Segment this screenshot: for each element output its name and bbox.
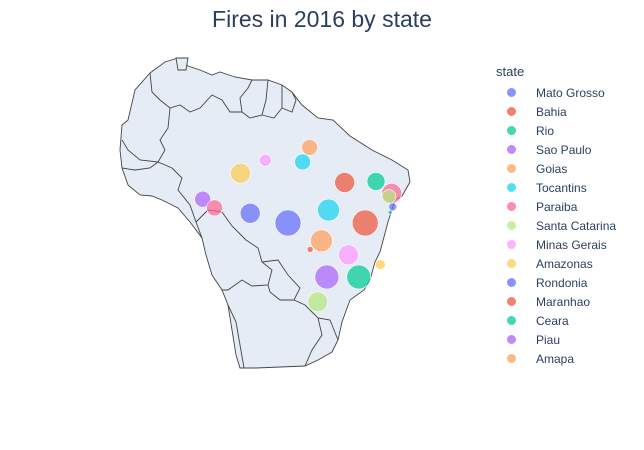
island-top — [175, 57, 189, 71]
marker-layer — [194, 139, 402, 313]
border-french-guiana — [281, 91, 297, 113]
legend-swatch — [507, 335, 516, 344]
marker-extra-6[interactable] — [387, 209, 393, 215]
border-colombia — [121, 107, 171, 163]
marker-extra-7[interactable] — [375, 259, 386, 270]
legend-label: Rondonia — [536, 275, 588, 290]
legend-label: Santa Catarina — [536, 218, 617, 233]
legend-swatch — [507, 221, 516, 230]
legend-swatch — [507, 259, 516, 268]
marker-mato-grosso[interactable] — [274, 209, 302, 237]
marker-extra-3[interactable] — [259, 154, 272, 167]
legend-label: Rio — [536, 123, 555, 138]
marker-amazonas[interactable] — [230, 163, 251, 184]
legend-item[interactable]: Santa Catarina — [496, 216, 616, 235]
border-paraguay — [261, 259, 301, 301]
legend-label: Amapa — [536, 351, 575, 366]
legend-item[interactable]: Rio — [496, 121, 616, 140]
legend-item[interactable]: Ceara — [496, 311, 616, 330]
legend: state Mato Grosso Bahia Rio Sao Paulo Goias T… — [496, 64, 616, 368]
legend-label: Amazonas — [536, 256, 593, 271]
border-suriname — [261, 85, 283, 119]
legend-swatch — [507, 183, 516, 192]
marker-piau[interactable] — [194, 190, 211, 208]
south-america-land — [119, 57, 411, 369]
legend-swatch — [507, 297, 516, 306]
marker-extra-8[interactable] — [306, 246, 314, 253]
legend-swatch — [507, 354, 516, 363]
legend-items: Mato Grosso Bahia Rio Sao Paulo Goias Tocanti… — [496, 83, 616, 368]
legend-swatch — [507, 126, 516, 135]
legend-label: Ceara — [536, 313, 569, 328]
legend-swatch — [507, 164, 516, 173]
legend-item[interactable]: Sao Paulo — [496, 140, 616, 159]
marker-goias[interactable] — [310, 229, 333, 253]
border-chile — [227, 304, 245, 369]
legend-label: Sao Paulo — [536, 142, 592, 157]
legend-swatch — [507, 202, 516, 211]
marker-rondonia[interactable] — [239, 202, 261, 224]
legend-swatch — [507, 240, 516, 249]
legend-item[interactable]: Bahia — [496, 102, 616, 121]
legend-item[interactable]: Paraiba — [496, 197, 616, 216]
legend-swatch — [507, 278, 516, 287]
legend-item[interactable]: Tocantins — [496, 178, 616, 197]
legend-label: Goias — [536, 161, 568, 176]
legend-item[interactable]: Rondonia — [496, 273, 616, 292]
legend-label: Bahia — [536, 104, 567, 119]
land-layer — [119, 57, 411, 369]
border-venezuela — [149, 72, 253, 113]
marker-extra-2[interactable] — [294, 153, 311, 171]
legend-item[interactable]: Piau — [496, 330, 616, 349]
marker-minas-gerais[interactable] — [338, 244, 359, 266]
legend-item[interactable]: Maranhao — [496, 292, 616, 311]
chart-title: Fires in 2016 by state — [212, 6, 432, 32]
legend-swatch — [507, 88, 516, 97]
legend-title: state — [496, 64, 525, 79]
legend-label: Tocantins — [536, 180, 587, 195]
legend-label: Maranhao — [536, 294, 591, 309]
marker-maranhao[interactable] — [334, 172, 356, 193]
marker-sao-paulo[interactable] — [314, 264, 340, 290]
legend-item[interactable]: Amapa — [496, 349, 616, 368]
marker-extra-5[interactable] — [388, 202, 398, 212]
legend-label: Minas Gerais — [536, 237, 607, 252]
legend-item[interactable]: Minas Gerais — [496, 235, 616, 254]
marker-extra-1[interactable] — [206, 199, 223, 217]
legend-item[interactable]: Goias — [496, 159, 616, 178]
marker-amapa[interactable] — [301, 139, 318, 156]
legend-label: Paraiba — [536, 199, 578, 214]
legend-label: Mato Grosso — [536, 85, 605, 100]
legend-swatch — [507, 316, 516, 325]
marker-rio[interactable] — [346, 264, 372, 290]
marker-extra-4[interactable] — [381, 189, 397, 204]
legend-swatch — [507, 145, 516, 154]
marker-tocantins[interactable] — [317, 198, 340, 222]
marker-bahia[interactable] — [351, 209, 379, 237]
legend-swatch — [507, 107, 516, 116]
legend-item[interactable]: Mato Grosso — [496, 83, 616, 102]
marker-ceara[interactable] — [366, 172, 386, 191]
border-ecuador — [121, 161, 159, 171]
marker-santa-catarina[interactable] — [307, 291, 329, 313]
border-uruguay — [304, 317, 323, 367]
legend-label: Piau — [536, 332, 561, 347]
legend-item[interactable]: Amazonas — [496, 254, 616, 273]
